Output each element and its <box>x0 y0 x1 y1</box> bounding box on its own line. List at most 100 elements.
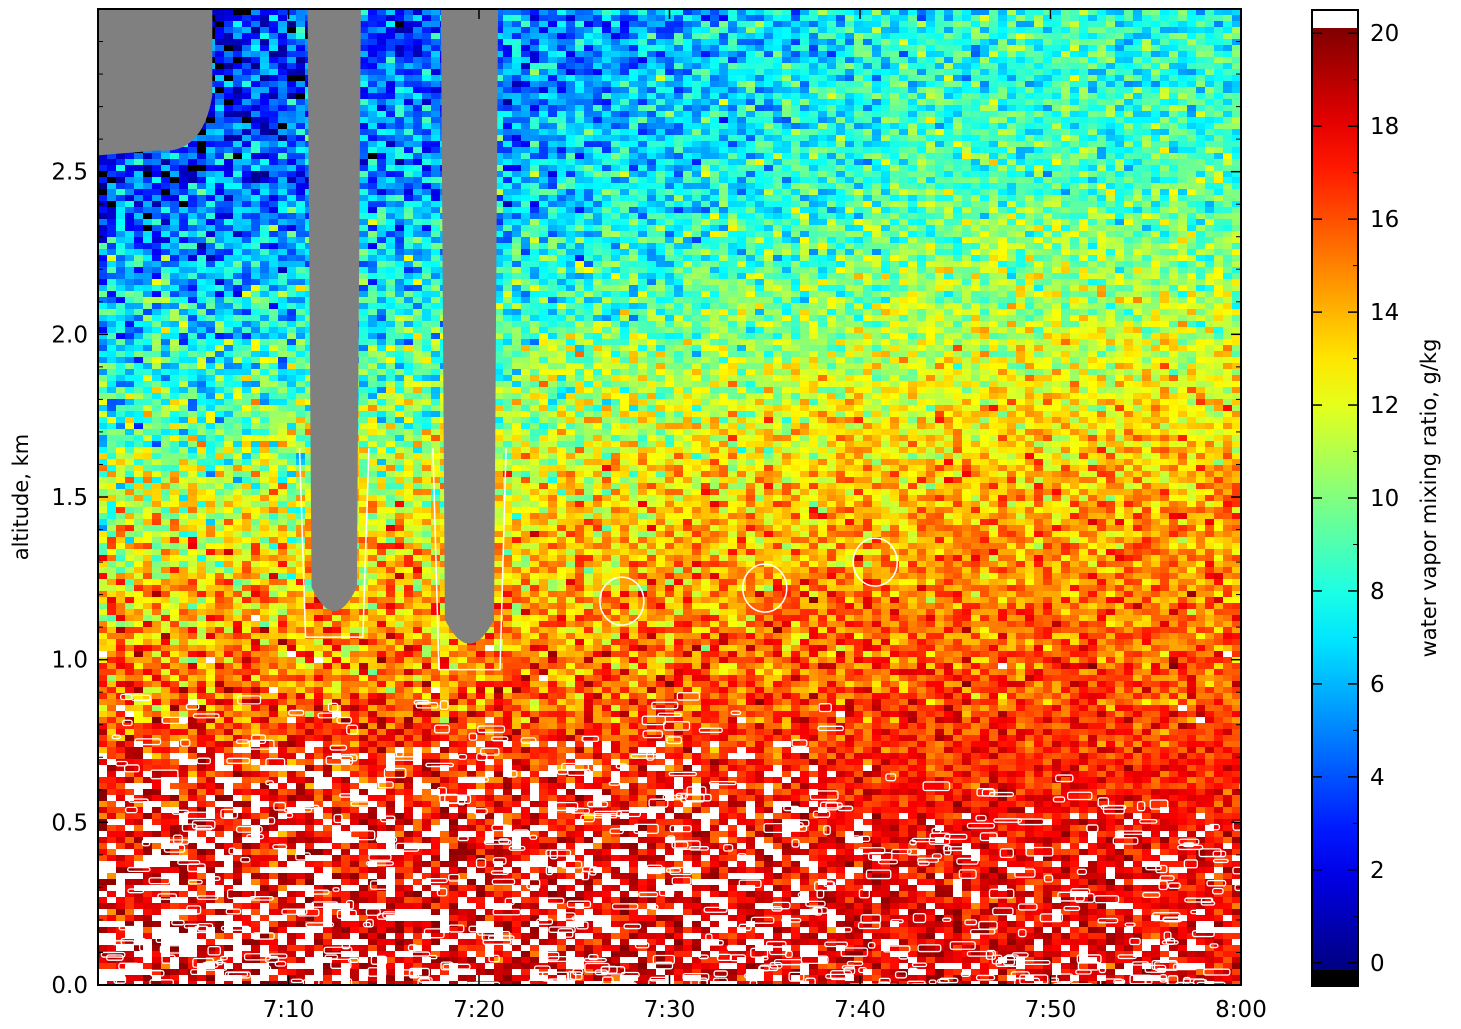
heatmap-cell <box>1016 63 1026 70</box>
heatmap-cell <box>593 39 603 46</box>
heatmap-cell <box>611 15 621 22</box>
heatmap-cell <box>1124 237 1134 244</box>
heatmap-cell <box>395 207 405 214</box>
heatmap-cell <box>890 111 900 118</box>
heatmap-cell <box>377 135 387 142</box>
heatmap-cell <box>854 111 864 118</box>
heatmap-cell <box>845 171 855 178</box>
heatmap-cell <box>1088 231 1098 238</box>
heatmap-cell <box>665 135 675 142</box>
heatmap-cell <box>917 75 927 82</box>
heatmap-cell <box>629 165 639 172</box>
heatmap-cell <box>431 87 441 94</box>
heatmap-cell <box>1196 129 1206 136</box>
heatmap-cell <box>206 141 216 148</box>
heatmap-cell <box>620 159 630 166</box>
heatmap-cell <box>998 117 1008 124</box>
heatmap-cell <box>809 231 819 238</box>
heatmap-cell <box>845 135 855 142</box>
heatmap-cell <box>791 57 801 64</box>
heatmap-cell <box>377 123 387 130</box>
heatmap-cell <box>917 117 927 124</box>
heatmap-cell <box>431 69 441 76</box>
heatmap-cell <box>1214 69 1224 76</box>
heatmap-cell <box>107 159 117 166</box>
heatmap-cell <box>215 171 225 178</box>
heatmap-cell <box>629 87 639 94</box>
heatmap-cell <box>809 27 819 34</box>
heatmap-cell <box>1178 87 1188 94</box>
heatmap-cell <box>728 63 738 70</box>
heatmap-cell <box>125 171 135 178</box>
heatmap-cell <box>296 177 306 184</box>
heatmap-cell <box>971 171 981 178</box>
heatmap-cell <box>701 9 711 16</box>
heatmap-cell <box>242 213 252 220</box>
heatmap-cell <box>656 21 666 28</box>
heatmap-cell <box>908 165 918 172</box>
heatmap-cell <box>386 201 396 208</box>
heatmap-cell <box>233 57 243 64</box>
heatmap-cell <box>134 189 144 196</box>
heatmap-cell <box>746 105 756 112</box>
heatmap-cell <box>1205 159 1215 166</box>
heatmap-cell <box>926 183 936 190</box>
heatmap-cell <box>260 213 270 220</box>
heatmap-cell <box>809 117 819 124</box>
heatmap-cell <box>908 171 918 178</box>
heatmap-cell <box>431 57 441 64</box>
heatmap-cell <box>953 135 963 142</box>
heatmap-cell <box>962 207 972 214</box>
heatmap-cell <box>1007 123 1017 130</box>
heatmap-cell <box>611 63 621 70</box>
heatmap-cell <box>1079 99 1089 106</box>
heatmap-cell <box>233 51 243 58</box>
heatmap-cell <box>134 153 144 160</box>
heatmap-cell <box>764 153 774 160</box>
heatmap-cell <box>251 15 261 22</box>
heatmap-cell <box>809 45 819 52</box>
heatmap-cell <box>143 159 153 166</box>
heatmap-cell <box>188 165 198 172</box>
heatmap-cell <box>395 81 405 88</box>
heatmap-cell <box>1169 147 1179 154</box>
heatmap-cell <box>1061 135 1071 142</box>
heatmap-cell <box>413 165 423 172</box>
heatmap-cell <box>1223 99 1233 106</box>
heatmap-cell <box>206 117 216 124</box>
heatmap-cell <box>773 207 783 214</box>
heatmap-cell <box>188 213 198 220</box>
heatmap-cell <box>1097 237 1107 244</box>
heatmap-cell <box>1088 51 1098 58</box>
heatmap-cell <box>863 99 873 106</box>
heatmap-cell <box>998 123 1008 130</box>
heatmap-cell <box>827 129 837 136</box>
heatmap-cell <box>1151 237 1161 244</box>
heatmap-cell <box>287 195 297 202</box>
heatmap-cell <box>899 111 909 118</box>
heatmap-cell <box>971 87 981 94</box>
heatmap-cell <box>287 117 297 124</box>
heatmap-cell <box>1079 93 1089 100</box>
heatmap-cell <box>404 99 414 106</box>
heatmap-cell <box>368 75 378 82</box>
heatmap-cell <box>404 201 414 208</box>
heatmap-cell <box>800 27 810 34</box>
heatmap-cell <box>1061 93 1071 100</box>
heatmap-cell <box>800 237 810 244</box>
heatmap-cell <box>269 153 279 160</box>
heatmap-cell <box>827 135 837 142</box>
heatmap-cell <box>1088 123 1098 130</box>
heatmap-cell <box>494 147 504 154</box>
heatmap-cell <box>1187 39 1197 46</box>
heatmap-cell <box>737 153 747 160</box>
heatmap-cell <box>1061 105 1071 112</box>
heatmap-cell <box>917 225 927 232</box>
heatmap-cell <box>764 63 774 70</box>
heatmap-cell <box>197 165 207 172</box>
heatmap-cell <box>854 45 864 52</box>
heatmap-cell <box>566 39 576 46</box>
heatmap-cell <box>1043 183 1053 190</box>
heatmap-cell <box>1187 87 1197 94</box>
heatmap-cell <box>1007 63 1017 70</box>
